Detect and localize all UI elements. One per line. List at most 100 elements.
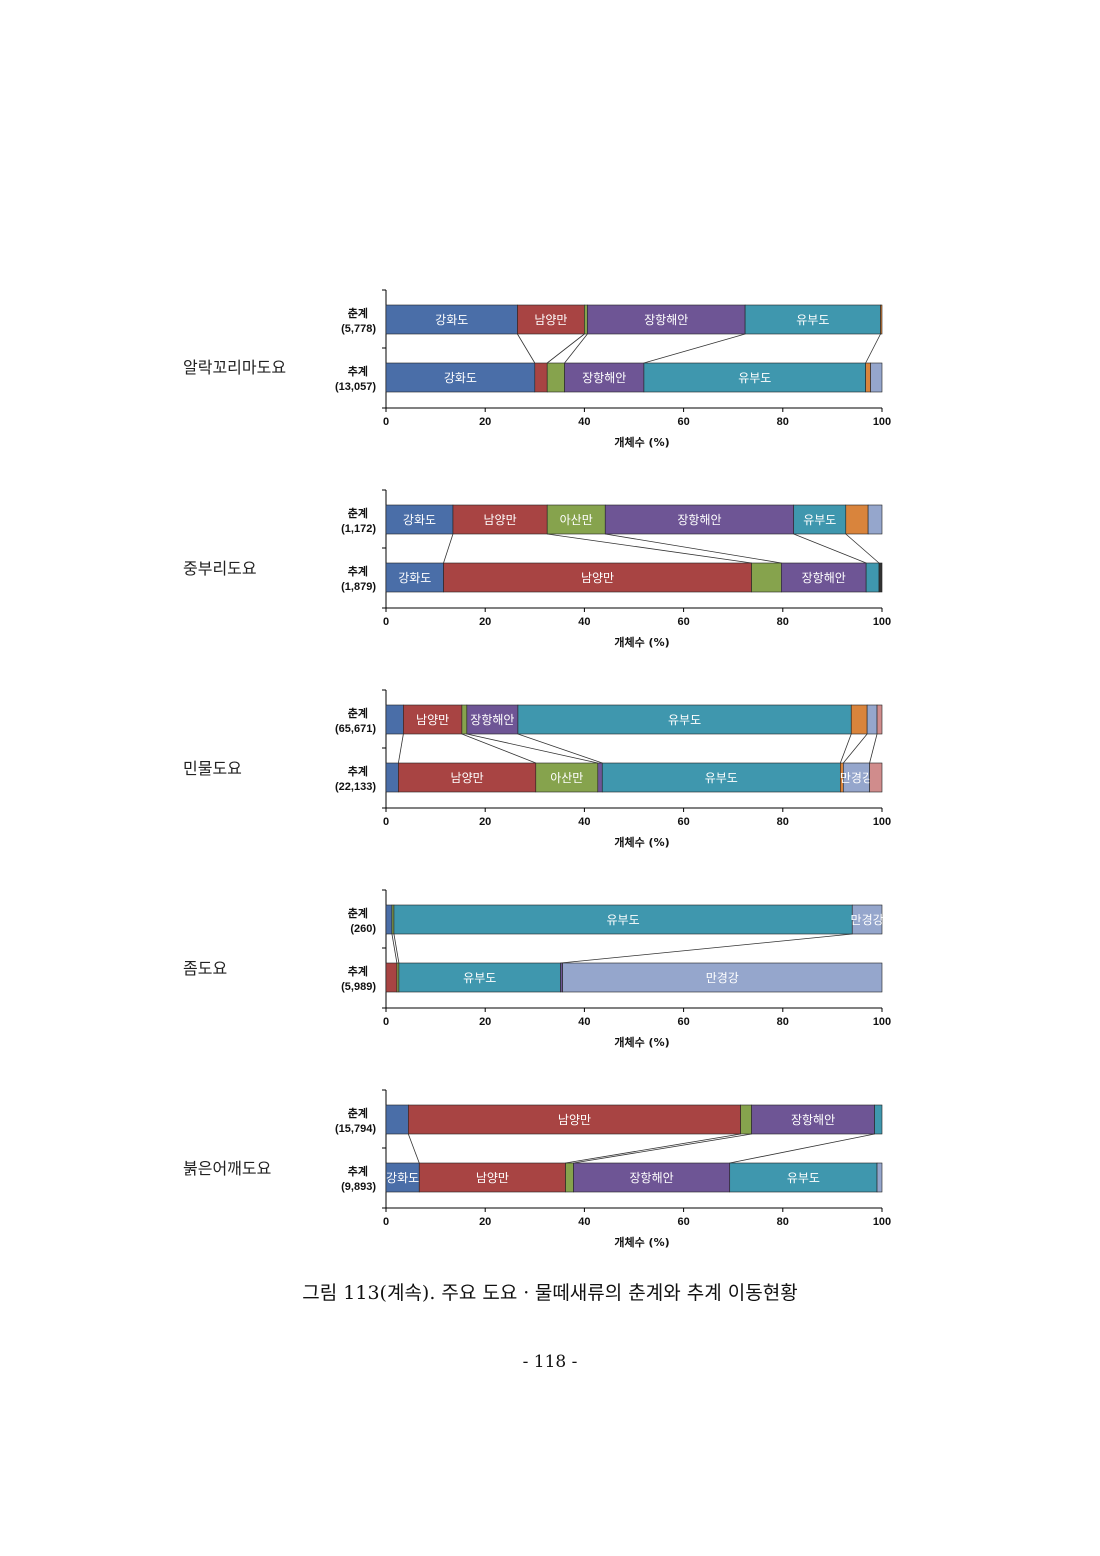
connector-line <box>793 533 867 564</box>
segment-label: 장항해안 <box>630 1171 674 1185</box>
connector-line <box>845 533 880 564</box>
segment-label: 유부도 <box>796 313 829 327</box>
connector-line <box>398 733 404 764</box>
connector-line <box>407 1133 420 1164</box>
x-tick-label: 40 <box>578 1016 590 1028</box>
bar-segment <box>385 504 454 535</box>
bar-total: (22,133) <box>335 781 376 793</box>
bar-segment <box>874 1104 883 1135</box>
bar-segment <box>751 1104 875 1135</box>
x-tick-label: 80 <box>777 416 789 428</box>
segment-label: 장항해안 <box>644 313 688 327</box>
segment-label: 남양만 <box>476 1171 509 1185</box>
bar-segment <box>751 562 782 593</box>
segment-label: 남양만 <box>534 313 567 327</box>
segment-label: 만경강 <box>706 971 739 985</box>
x-tick-label: 20 <box>479 416 491 428</box>
bar-segment <box>565 1162 574 1193</box>
segment-label: 남양만 <box>484 513 517 527</box>
x-tick-label: 0 <box>383 816 389 828</box>
bar-label: 추계 <box>348 1164 368 1178</box>
connector-line <box>643 333 746 364</box>
bar-segment <box>443 562 752 593</box>
bar-label: 추계 <box>348 764 368 778</box>
segment-label: 남양만 <box>416 713 449 727</box>
bar-label: 추계 <box>348 364 368 378</box>
x-axis-label: 개체수 (%) <box>614 1235 669 1249</box>
bar-segment <box>535 762 599 793</box>
species-label: 좀도요 <box>183 959 228 978</box>
x-tick-label: 60 <box>677 816 689 828</box>
bar-total: (5,778) <box>341 323 376 335</box>
connector-line <box>560 933 853 964</box>
connector-line <box>443 533 454 564</box>
connector-line <box>839 733 852 764</box>
x-tick-label: 20 <box>479 616 491 628</box>
bar-segment <box>398 762 537 793</box>
x-tick-label: 80 <box>777 816 789 828</box>
x-tick-label: 0 <box>383 616 389 628</box>
connector-line <box>865 333 881 364</box>
connector-line <box>573 1133 752 1164</box>
bar-segment <box>869 762 883 793</box>
connector-line <box>547 533 752 564</box>
bar-segment <box>403 704 463 735</box>
bar-segment <box>385 904 393 935</box>
bar-segment <box>878 562 883 593</box>
segment-label: 강화도 <box>403 513 436 527</box>
connector-line <box>461 733 536 764</box>
connector-line <box>517 733 603 764</box>
bar-total: (1,879) <box>341 581 376 593</box>
bar-segment <box>740 1104 752 1135</box>
x-tick-label: 60 <box>677 416 689 428</box>
segment-label: 만경강 <box>840 771 873 785</box>
segment-label: 유부도 <box>803 513 836 527</box>
bar-segment <box>865 362 871 393</box>
connector-line <box>729 1133 875 1164</box>
x-tick-label: 80 <box>777 1016 789 1028</box>
bar-segment <box>851 904 883 935</box>
bar-segment <box>587 304 746 335</box>
x-axis-label: 개체수 (%) <box>614 435 669 449</box>
x-axis-label: 개체수 (%) <box>614 635 669 649</box>
bar-segment <box>793 504 847 535</box>
segment-label: 장항해안 <box>802 571 846 585</box>
segment-label: 남양만 <box>581 571 614 585</box>
x-tick-label: 40 <box>578 816 590 828</box>
bar-label: 춘계 <box>348 506 368 520</box>
bar-segment <box>573 1162 731 1193</box>
x-tick-label: 40 <box>578 616 590 628</box>
bar-segment <box>418 1162 566 1193</box>
bar-segment <box>517 304 585 335</box>
connector-line <box>393 933 400 964</box>
segment-label: 유부도 <box>787 1171 820 1185</box>
bar-segment <box>643 362 866 393</box>
bar-segment <box>876 704 883 735</box>
segment-label: 아산만 <box>560 513 593 527</box>
bar-segment <box>744 304 881 335</box>
segment-label: 장항해안 <box>582 371 626 385</box>
segment-label: 강화도 <box>386 1171 419 1185</box>
bar-total: (65,671) <box>335 723 376 735</box>
bar-total: (13,057) <box>335 381 376 393</box>
species-label: 붉은어깨도요 <box>183 1159 272 1178</box>
bar-segment <box>729 1162 878 1193</box>
bar-total: (15,794) <box>335 1123 376 1135</box>
segment-label: 강화도 <box>444 371 477 385</box>
x-tick-label: 100 <box>873 616 891 628</box>
x-tick-label: 60 <box>677 616 689 628</box>
bar-segment <box>546 504 606 535</box>
x-tick-label: 80 <box>777 1216 789 1228</box>
bar-segment <box>461 704 468 735</box>
bar-label: 추계 <box>348 964 368 978</box>
bar-segment <box>781 562 867 593</box>
bar-segment <box>867 504 883 535</box>
segment-label: 장항해안 <box>470 713 514 727</box>
x-tick-label: 0 <box>383 1216 389 1228</box>
segment-label: 유부도 <box>668 713 701 727</box>
bar-segment <box>870 362 883 393</box>
bar-segment <box>466 704 519 735</box>
bar-segment <box>850 704 868 735</box>
segment-label: 유부도 <box>463 971 496 985</box>
page-number: - 118 - <box>522 1352 578 1372</box>
